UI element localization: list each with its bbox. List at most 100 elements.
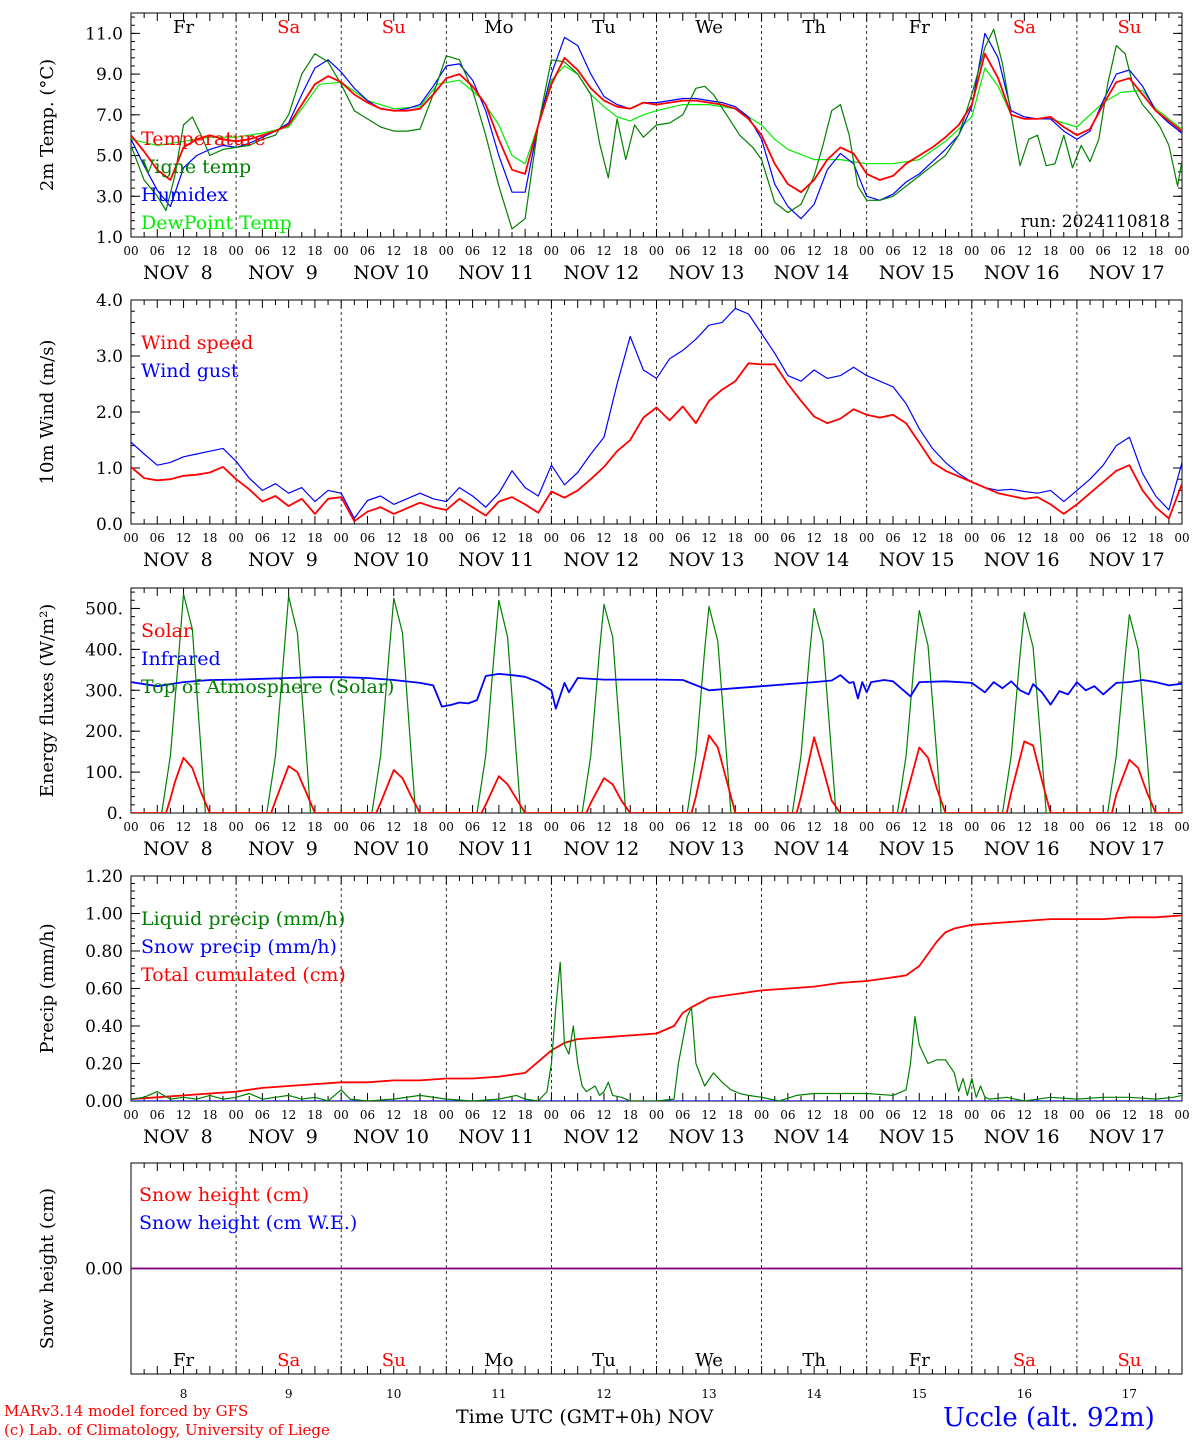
hour-tick-label: 00 (1069, 244, 1084, 258)
y-axis-label: 10m Wind (m/s) (37, 340, 58, 485)
hour-tick-label: 18 (1043, 244, 1058, 258)
hour-tick-label: 12 (596, 531, 611, 545)
hour-tick-label: 06 (885, 820, 900, 834)
y-tick-label: 0.60 (85, 980, 123, 1000)
day-date-label: NOV 15 (879, 838, 955, 860)
hour-tick-label: 06 (990, 531, 1005, 545)
y-tick-label: 1.20 (85, 867, 123, 887)
hour-tick-label: 06 (360, 244, 375, 258)
hour-tick-label: 18 (517, 531, 532, 545)
y-tick-label: 7.0 (96, 106, 123, 126)
hour-tick-label: 12 (596, 1108, 611, 1122)
hour-tick-label: 00 (334, 531, 349, 545)
hour-tick-label: 18 (623, 820, 638, 834)
day-date-label: NOV 10 (353, 262, 429, 284)
day-date-label: NOV 9 (248, 838, 318, 860)
panel-3: 0. 100. 200. 300. 400. 500. Energy fluxes (W/m… (37, 587, 1190, 860)
hour-tick-label: 12 (176, 820, 191, 834)
hour-tick-label: 18 (307, 531, 322, 545)
footer-lab-credit: (c) Lab. of Climatology, University of L… (4, 1421, 330, 1439)
hour-tick-label: 18 (938, 244, 953, 258)
hour-tick-label: 18 (517, 1108, 532, 1122)
day-date-label: NOV 9 (248, 549, 318, 571)
panel-5: 0.00 Snow height (cm) Snow height (cm) Snow… (37, 1162, 1183, 1401)
day-date-label: NOV 13 (669, 549, 745, 571)
hour-tick-label: 06 (360, 1108, 375, 1122)
hour-tick-label: 00 (1174, 244, 1189, 258)
legend-entry: Solar (141, 620, 193, 642)
hour-tick-label: 12 (701, 820, 716, 834)
weekday-label: Su (382, 1350, 406, 1371)
weekday-label: We (695, 17, 723, 38)
weekday-label: Fr (173, 17, 194, 38)
day-number-label: 10 (386, 1387, 401, 1401)
hour-tick-label: 00 (1069, 820, 1084, 834)
day-date-label: NOV 17 (1089, 549, 1165, 571)
hour-tick-label: 06 (990, 1108, 1005, 1122)
hour-tick-label: 06 (570, 820, 585, 834)
hour-tick-label: 12 (386, 244, 401, 258)
y-tick-label: 9.0 (96, 65, 123, 85)
day-date-label: NOV 14 (774, 549, 850, 571)
hour-tick-label: 00 (859, 1108, 874, 1122)
hour-tick-label: 12 (386, 820, 401, 834)
hour-tick-label: 18 (307, 244, 322, 258)
hour-tick-label: 12 (807, 244, 822, 258)
hour-tick-label: 18 (307, 1108, 322, 1122)
panel-4: 0.00 0.20 0.40 0.60 0.80 1.00 1.20 Precip (mm/h… (37, 867, 1190, 1148)
y-tick-label: 0.0 (96, 515, 123, 535)
hour-tick-label: 12 (281, 244, 296, 258)
legend-entry: Snow precip (mm/h) (141, 936, 337, 958)
legend-entry: Temperature (141, 128, 265, 150)
hour-tick-label: 06 (255, 820, 270, 834)
hour-tick-label: 12 (1122, 244, 1137, 258)
weekday-label: Fr (173, 1350, 194, 1371)
day-date-label: NOV 12 (563, 838, 639, 860)
day-date-label: NOV 8 (143, 1126, 213, 1148)
hour-tick-label: 00 (1174, 531, 1189, 545)
hour-tick-label: 06 (990, 244, 1005, 258)
hour-tick-label: 18 (728, 820, 743, 834)
hour-tick-label: 06 (360, 820, 375, 834)
hour-tick-label: 00 (123, 1108, 138, 1122)
hour-tick-label: 18 (307, 820, 322, 834)
hour-tick-label: 06 (780, 531, 795, 545)
day-number-label: 16 (1017, 1387, 1032, 1401)
hour-tick-label: 18 (833, 531, 848, 545)
weekday-label: Mo (484, 1350, 513, 1371)
hour-tick-label: 12 (912, 1108, 927, 1122)
y-tick-label: 200. (85, 722, 123, 742)
hour-tick-label: 00 (754, 1108, 769, 1122)
hour-tick-label: 12 (386, 531, 401, 545)
hour-tick-label: 06 (150, 531, 165, 545)
day-date-label: NOV 11 (458, 262, 534, 284)
hour-tick-label: 00 (334, 244, 349, 258)
hour-tick-label: 06 (1096, 244, 1111, 258)
hour-tick-label: 06 (570, 531, 585, 545)
hour-tick-label: 12 (491, 531, 506, 545)
day-number-label: 17 (1122, 1387, 1137, 1401)
hour-tick-label: 18 (623, 1108, 638, 1122)
y-tick-label: 0.80 (85, 942, 123, 962)
hour-tick-label: 06 (780, 1108, 795, 1122)
hour-tick-label: 00 (649, 244, 664, 258)
day-date-label: NOV 17 (1089, 262, 1165, 284)
panel-1: 1.0 3.0 5.0 7.0 9.0 11.0 2m Temp. (°C) Temperat… (37, 12, 1190, 284)
hour-tick-label: 06 (360, 531, 375, 545)
hour-tick-label: 12 (701, 1108, 716, 1122)
hour-tick-label: 00 (1069, 1108, 1084, 1122)
hour-tick-label: 12 (701, 531, 716, 545)
y-tick-label: 0.40 (85, 1017, 123, 1037)
hour-tick-label: 00 (439, 531, 454, 545)
hour-tick-label: 06 (675, 531, 690, 545)
hour-tick-label: 00 (1174, 820, 1189, 834)
day-number-label: 8 (180, 1387, 188, 1401)
hour-tick-label: 12 (807, 820, 822, 834)
day-date-label: NOV 13 (669, 1126, 745, 1148)
hour-tick-label: 06 (150, 244, 165, 258)
day-number-label: 14 (807, 1387, 823, 1401)
hour-tick-label: 18 (938, 820, 953, 834)
y-axis-label: Energy fluxes (W/m²) (37, 604, 58, 798)
hour-tick-label: 06 (150, 1108, 165, 1122)
day-date-label: NOV 11 (458, 1126, 534, 1148)
